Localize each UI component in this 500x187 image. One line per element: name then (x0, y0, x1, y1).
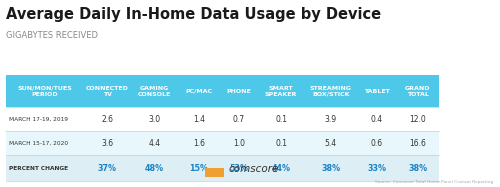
Text: MARCH 17-19, 2019: MARCH 17-19, 2019 (9, 117, 68, 122)
Text: SMART
SPEAKER: SMART SPEAKER (265, 86, 298, 97)
Text: 2.6: 2.6 (101, 115, 113, 124)
Bar (130, 107, 178, 131)
Text: 3.9: 3.9 (324, 115, 337, 124)
Bar (220, 107, 258, 131)
Bar (220, 75, 258, 107)
Text: 37%: 37% (98, 164, 116, 173)
Bar (258, 107, 304, 131)
Text: 0.7: 0.7 (233, 115, 245, 124)
Bar (357, 155, 397, 181)
Bar (357, 75, 397, 107)
Text: PHONE: PHONE (226, 89, 251, 94)
Text: GRAND
TOTAL: GRAND TOTAL (405, 86, 430, 97)
Text: comscore: comscore (228, 164, 278, 174)
Text: PC/MAC: PC/MAC (186, 89, 212, 94)
Bar (396, 131, 439, 155)
Text: 33%: 33% (368, 164, 386, 173)
Bar (84, 107, 130, 131)
Text: 0.4: 0.4 (370, 115, 383, 124)
Bar (178, 131, 220, 155)
Bar (357, 107, 397, 131)
Bar (357, 131, 397, 155)
Bar (258, 131, 304, 155)
Text: PERCENT CHANGE: PERCENT CHANGE (9, 166, 68, 171)
Bar (84, 75, 130, 107)
Text: STREAMING
BOX/STICK: STREAMING BOX/STICK (310, 86, 352, 97)
Text: 1.6: 1.6 (193, 139, 205, 148)
Bar (130, 155, 178, 181)
Text: 48%: 48% (144, 164, 164, 173)
Bar (220, 131, 258, 155)
Bar (178, 107, 220, 131)
Text: 38%: 38% (408, 164, 428, 173)
Text: GAMING
CONSOLE: GAMING CONSOLE (138, 86, 171, 97)
Text: 3.0: 3.0 (148, 115, 160, 124)
Bar (220, 155, 258, 181)
Bar (396, 155, 439, 181)
Text: 16.6: 16.6 (410, 139, 426, 148)
Bar (130, 131, 178, 155)
Text: 12.0: 12.0 (410, 115, 426, 124)
Text: 3.6: 3.6 (101, 139, 113, 148)
Bar (130, 75, 178, 107)
Text: 0.1: 0.1 (275, 139, 287, 148)
Bar (84, 155, 130, 181)
Text: 15%: 15% (190, 164, 208, 173)
Text: SUN/MON/TUES
PERIOD: SUN/MON/TUES PERIOD (18, 86, 72, 97)
Text: 0.6: 0.6 (370, 139, 383, 148)
Text: 1.4: 1.4 (193, 115, 205, 124)
Text: 38%: 38% (321, 164, 340, 173)
Text: Average Daily In-Home Data Usage by Device: Average Daily In-Home Data Usage by Devi… (6, 7, 382, 22)
Bar (178, 75, 220, 107)
Text: 53%: 53% (230, 164, 248, 173)
Text: CONNECTED
TV: CONNECTED TV (86, 86, 128, 97)
Text: MARCH 15-17, 2020: MARCH 15-17, 2020 (9, 141, 68, 146)
Text: 44%: 44% (272, 164, 290, 173)
Bar (396, 107, 439, 131)
Bar (396, 75, 439, 107)
Bar (258, 75, 304, 107)
Text: TABLET: TABLET (364, 89, 390, 94)
Bar (206, 168, 224, 177)
Bar (178, 155, 220, 181)
Text: 4.4: 4.4 (148, 139, 160, 148)
Text: GIGABYTES RECEIVED: GIGABYTES RECEIVED (6, 31, 98, 40)
Bar (258, 155, 304, 181)
Text: 1.0: 1.0 (233, 139, 245, 148)
Text: 0.1: 0.1 (275, 115, 287, 124)
Text: Source: Comscore Total Home Panel Custom Reporting: Source: Comscore Total Home Panel Custom… (376, 180, 494, 184)
Text: 5.4: 5.4 (324, 139, 337, 148)
Bar (84, 131, 130, 155)
